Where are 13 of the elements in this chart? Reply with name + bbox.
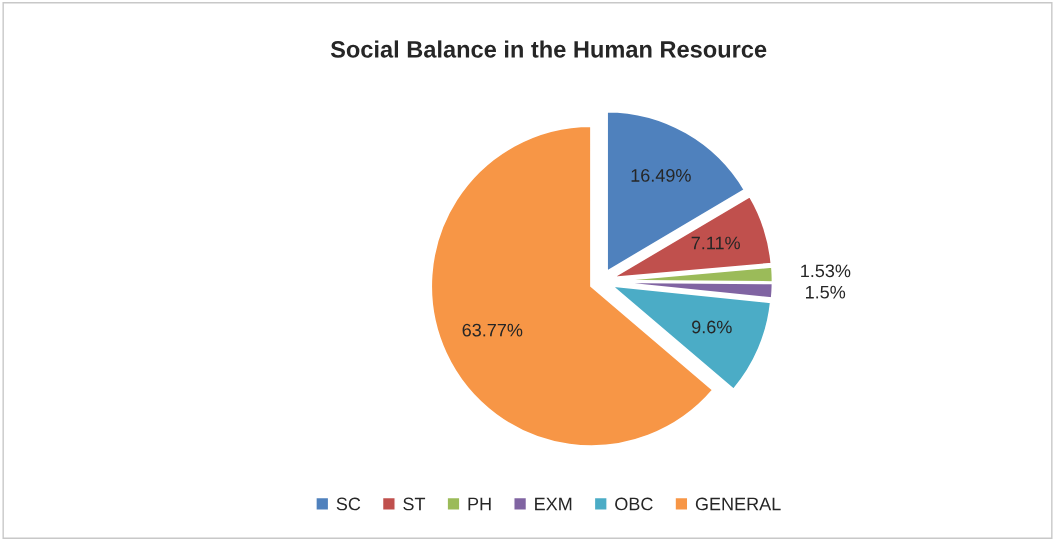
data-label: 9.6% bbox=[692, 320, 732, 334]
legend-label: SC bbox=[336, 497, 361, 511]
legend-label: GENERAL bbox=[695, 497, 781, 511]
legend-label: ST bbox=[403, 497, 426, 511]
chart-title: Social Balance in the Human Resource bbox=[330, 40, 767, 58]
data-label: 16.49% bbox=[631, 169, 691, 182]
data-label: 63.77% bbox=[462, 323, 523, 337]
data-label: 7.11% bbox=[691, 236, 740, 250]
legend-label: OBC bbox=[615, 497, 653, 511]
data-label: 1.5% bbox=[806, 285, 846, 299]
legend-label: PH bbox=[468, 497, 491, 511]
legend-label: EXM bbox=[535, 497, 572, 511]
data-label: 1.53% bbox=[801, 264, 851, 278]
